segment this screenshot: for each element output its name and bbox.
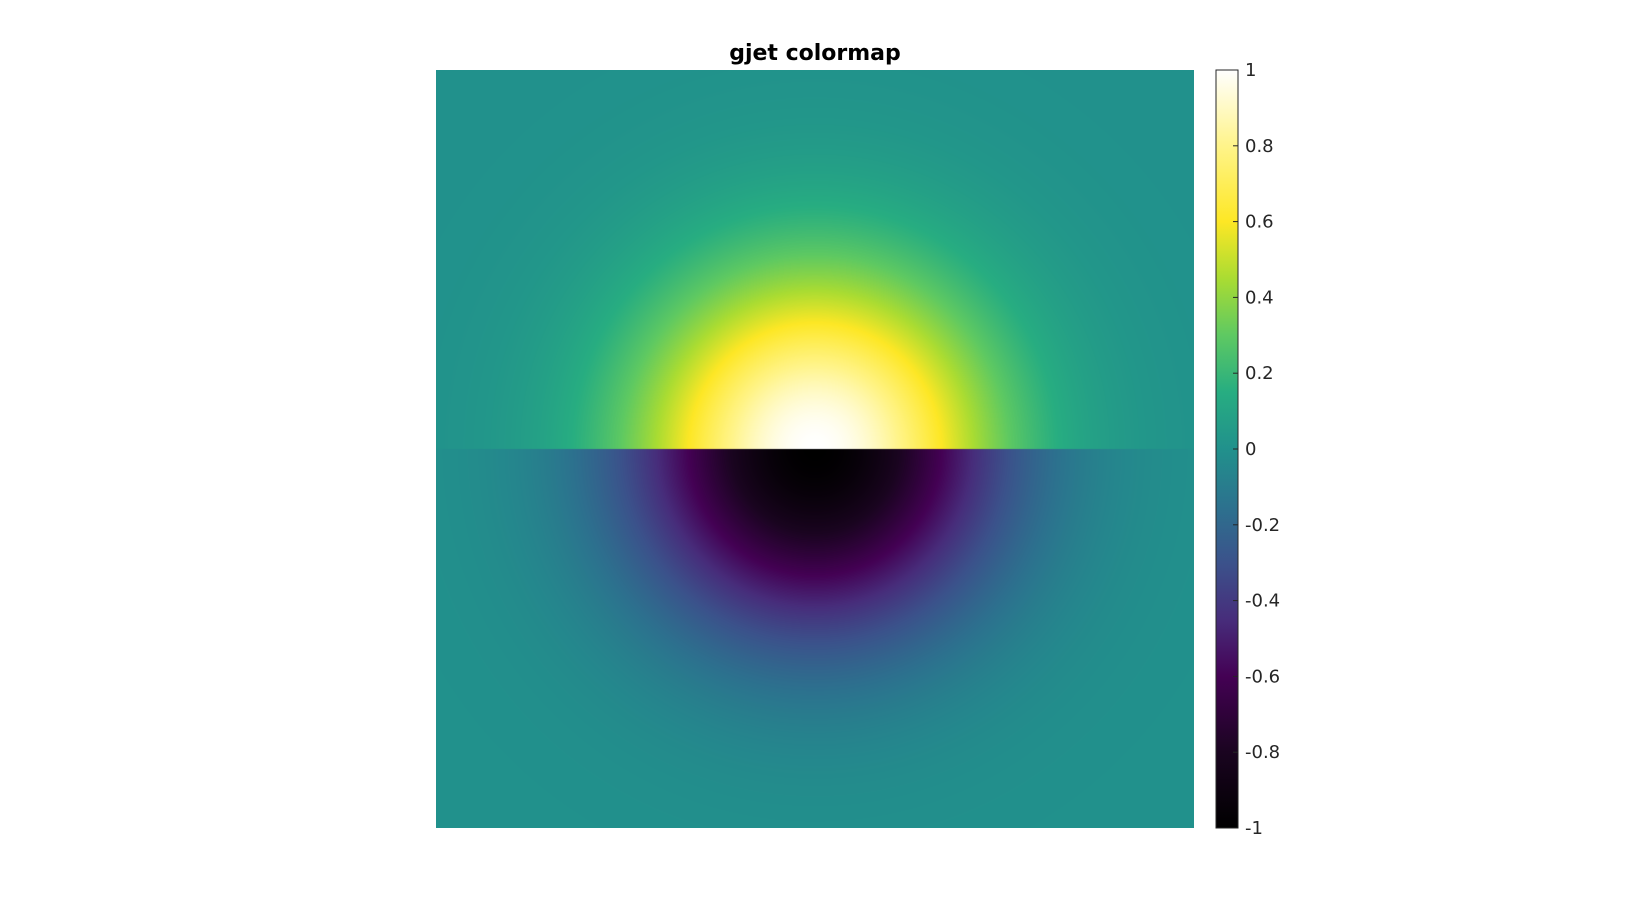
colorbar-tick-label: -0.6 — [1245, 666, 1280, 687]
colorbar-tick-label: -0.2 — [1245, 515, 1280, 536]
chart-title: gjet colormap — [729, 41, 901, 66]
heatmap-image — [436, 70, 1194, 828]
colorbar-tick-label: -1 — [1245, 818, 1263, 839]
colorbar-tick-label: 0.6 — [1245, 212, 1274, 233]
heatmap-frame — [436, 70, 1194, 828]
colorbar-tick-label: 0.2 — [1245, 363, 1274, 384]
colorbar-tick-label: 0.8 — [1245, 136, 1274, 157]
colorbar-tick-label: 1 — [1245, 60, 1256, 81]
colorbar-tick-label: -0.8 — [1245, 742, 1280, 763]
colorbar-ticks: 1 0.8 0.6 0.4 0.2 0 -0.2 -0.4 -0.6 -0.8 -1 — [1233, 60, 1280, 839]
colorbar-tick-label: 0.4 — [1245, 287, 1274, 308]
colorbar-tick-label: 0 — [1245, 439, 1256, 460]
colorbar-tick-label: -0.4 — [1245, 591, 1280, 612]
